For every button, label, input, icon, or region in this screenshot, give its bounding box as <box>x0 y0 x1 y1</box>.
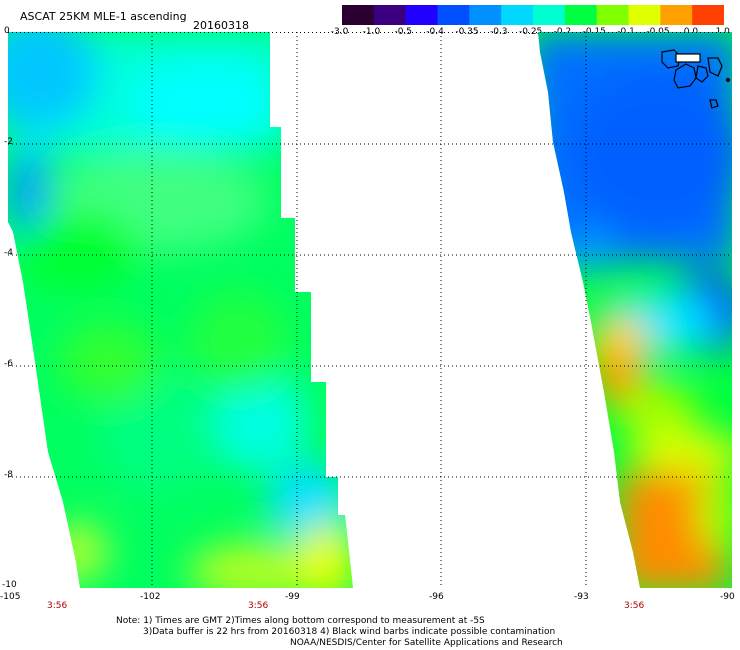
colorbar-swatch <box>405 5 438 25</box>
colorbar-label: -3.0 <box>330 27 349 37</box>
colorbar-swatch <box>564 5 598 25</box>
time-label-1: 3:56 <box>47 601 68 611</box>
colorbar <box>342 5 724 25</box>
y-tick-4: -8 <box>4 470 13 480</box>
y-tick-1: -2 <box>4 137 13 147</box>
time-label-3: 3:56 <box>624 601 645 611</box>
colorbar-label: -0.5 <box>394 27 413 37</box>
y-tick-2: -4 <box>4 248 13 258</box>
colorbar-label: -0.25 <box>519 27 543 37</box>
colorbar-label: -1.0 <box>362 27 381 37</box>
colorbar-swatch <box>342 5 375 25</box>
y-tick-0: 0 <box>4 26 10 36</box>
colorbar-swatch <box>660 5 693 25</box>
x-tick-4: -93 <box>574 592 589 602</box>
x-tick-2: -99 <box>285 592 300 602</box>
x-tick-0: -105 <box>0 592 21 602</box>
colorbar-swatch <box>533 5 566 25</box>
colorbar-swatch <box>628 5 661 25</box>
graticule <box>8 32 732 588</box>
colorbar-swatch <box>469 5 502 25</box>
swath-map <box>8 32 732 588</box>
colorbar-swatch <box>596 5 629 25</box>
island-outlines <box>661 49 731 109</box>
map-date: 20160318 <box>193 19 249 32</box>
note-line-2: 3)Data buffer is 22 hrs from 20160318 4)… <box>143 627 556 637</box>
x-tick-1: -102 <box>140 592 161 602</box>
time-label-2: 3:56 <box>248 601 269 611</box>
y-tick-5: -10 <box>2 580 17 590</box>
colorbar-swatch <box>501 5 534 25</box>
colorbar-label: -0.3 <box>489 27 508 37</box>
note-line-1: Note: 1) Times are GMT 2)Times along bot… <box>116 616 485 626</box>
right-swath <box>538 32 732 588</box>
x-tick-3: -96 <box>429 592 444 602</box>
map-title: ASCAT 25KM MLE-1 ascending <box>20 10 187 23</box>
note-line-3: NOAA/NESDIS/Center for Satellite Applica… <box>290 638 563 648</box>
colorbar-swatch <box>437 5 470 25</box>
colorbar-swatch <box>692 5 724 25</box>
y-tick-3: -6 <box>4 359 13 369</box>
colorbar-swatch <box>373 5 407 25</box>
colorbar-label: -0.35 <box>455 27 479 37</box>
left-swath <box>8 32 353 588</box>
x-tick-5: -90 <box>720 592 735 602</box>
colorbar-label: -0.4 <box>426 27 444 37</box>
